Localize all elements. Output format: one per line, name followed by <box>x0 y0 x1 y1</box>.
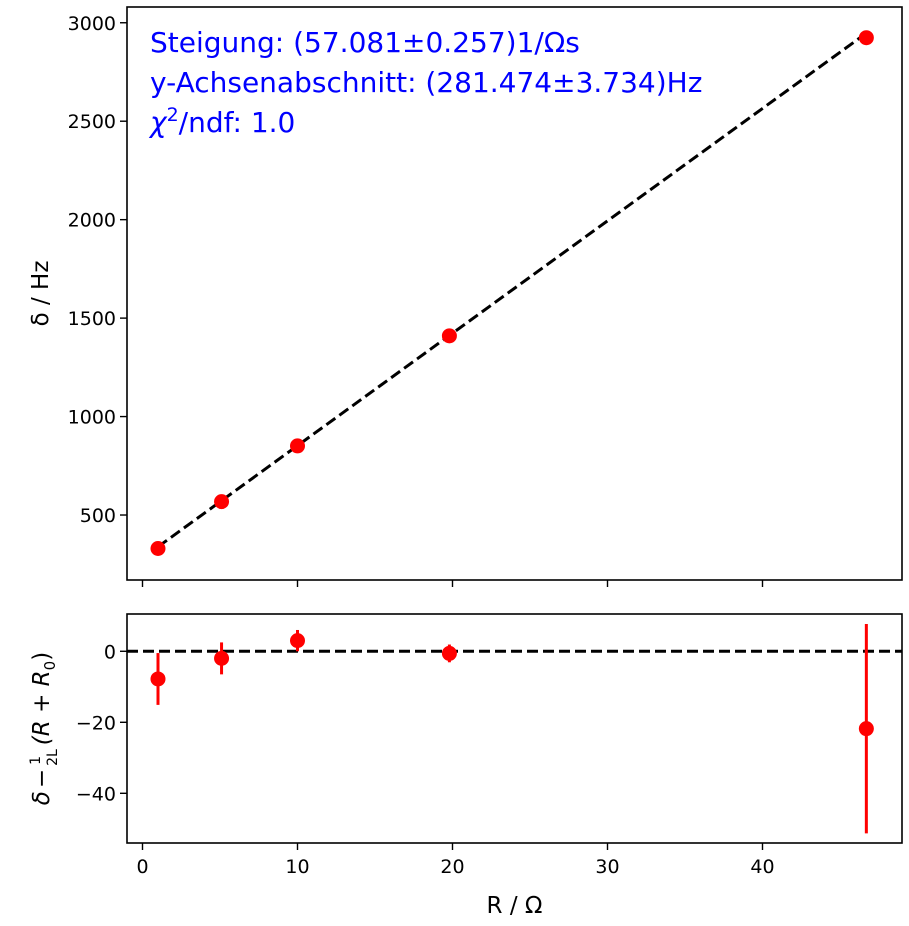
residual-y-axis-label: δ−12L(R + R0) <box>28 652 61 805</box>
residual-plot-frame <box>126 613 903 844</box>
main-y-axis-ticks: 500 1000 1500 2000 2500 3000 <box>68 13 127 527</box>
fit-annotation-line: y-Achsenabschnitt: (281.474±3.734)Hz <box>150 66 702 99</box>
residual-point <box>441 645 457 661</box>
data-point <box>150 540 166 556</box>
data-point <box>858 30 874 46</box>
y-tick-label: 1000 <box>68 407 116 429</box>
x-tick-label: 0 <box>136 856 148 878</box>
x-tick-label: 30 <box>595 856 619 878</box>
fit-annotation-line: Steigung: (57.081±0.257)1/Ωs <box>150 26 580 59</box>
fit-annotation-line: χ2/ndf: 1.0 <box>148 104 295 139</box>
residual-point <box>290 633 305 649</box>
fit-line-layer <box>157 31 868 549</box>
data-point <box>290 438 305 454</box>
y-tick-label: 500 <box>80 505 116 527</box>
main-plot-panel: 500 1000 1500 2000 2500 3000 δ / Hz Steigung:… <box>28 6 903 587</box>
residual-y-axis-ticks: 0 −20 −40 <box>76 641 127 805</box>
fit-line <box>157 31 868 549</box>
y-tick-label: −20 <box>76 712 116 734</box>
data-points-layer <box>150 30 874 556</box>
residual-points-layer <box>150 623 874 834</box>
y-tick-label: 2500 <box>68 111 116 133</box>
main-x-axis-ticks <box>141 580 764 587</box>
fit-annotation-box: Steigung: (57.081±0.257)1/Ωs y-Achsenabsc… <box>148 26 702 139</box>
residual-point <box>858 721 874 737</box>
y-tick-label: 3000 <box>68 13 116 35</box>
x-tick-label: 10 <box>285 856 309 878</box>
residual-plot-panel: 0 −20 −40 0 10 20 30 40 δ−12L(R + R0) R / Ω <box>28 613 903 919</box>
y-tick-label: 0 <box>104 641 116 663</box>
y-tick-label: −40 <box>76 783 116 805</box>
main-plot-frame <box>126 6 903 581</box>
x-tick-label: 40 <box>750 856 774 878</box>
residual-point <box>214 650 230 666</box>
x-tick-label: 20 <box>440 856 464 878</box>
data-point <box>441 328 457 344</box>
main-y-axis-label: δ / Hz <box>28 261 54 327</box>
y-tick-label: 1500 <box>68 308 116 330</box>
x-axis-label: R / Ω <box>487 893 543 919</box>
residual-point <box>150 671 166 687</box>
y-tick-label: 2000 <box>68 210 116 232</box>
residual-x-axis-ticks: 0 10 20 30 40 <box>136 843 775 878</box>
data-point <box>214 494 230 510</box>
